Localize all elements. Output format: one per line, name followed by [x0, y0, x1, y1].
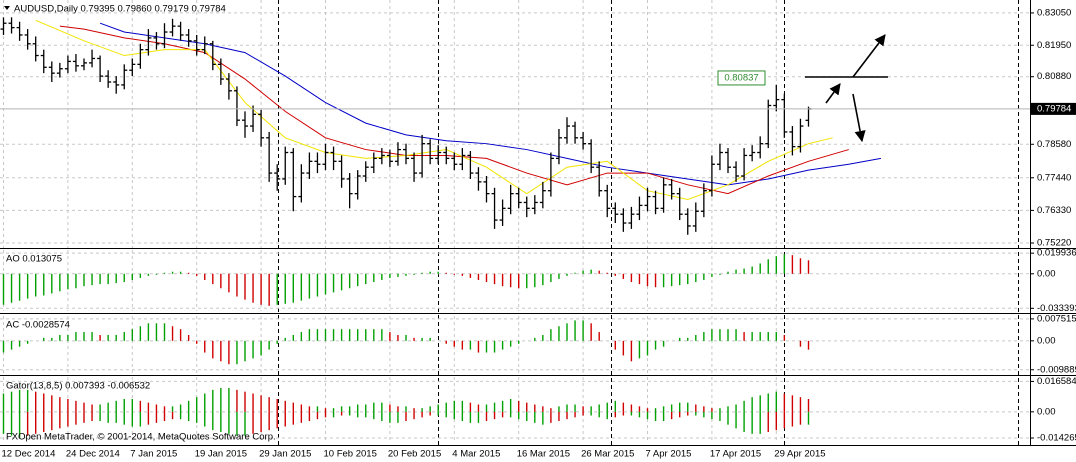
pane-title: Gator(13,8,5) 0.007393 -0.006532 [6, 381, 150, 392]
x-tick-label: 7 Apr 2015 [646, 449, 692, 460]
y-tick-label: -0.033393 [1037, 303, 1076, 314]
x-tick-label: 16 Mar 2015 [517, 449, 570, 460]
y-tick-label: 0.019936 [1037, 248, 1076, 259]
x-tick-label: 10 Feb 2015 [324, 449, 377, 460]
drawn-arrow [825, 83, 841, 104]
pane-title: AC -0.0028574 [6, 320, 70, 331]
x-tick-label: 29 Apr 2015 [774, 449, 825, 460]
current-price-box [1031, 102, 1076, 115]
y-tick-label: 0.83050 [1037, 7, 1071, 18]
drawn-arrow [852, 34, 886, 78]
x-tick-label: 29 Jan 2015 [259, 449, 311, 460]
copyright: FXOpen MetaTrader, © 2001-2014, MetaQuot… [6, 432, 276, 443]
pane-title: AO 0.013075 [6, 254, 62, 265]
chart-title: AUDUSD,Daily 0.79395 0.79860 0.79179 0.7… [14, 4, 226, 15]
y-tick-label: 0.77440 [1037, 172, 1071, 183]
y-tick-label: 0.016584 [1037, 376, 1076, 387]
annotation-label: 0.80837 [724, 72, 758, 83]
x-tick-label: 7 Jan 2015 [130, 449, 177, 460]
y-tick-label: 0.75220 [1037, 238, 1071, 249]
annotation-box [717, 70, 766, 86]
y-tick-label: 0.81950 [1037, 40, 1071, 51]
y-tick-label: 0.00 [1037, 268, 1056, 279]
y-tick-label: 0.00 [1037, 335, 1056, 346]
x-tick-label: 17 Apr 2015 [710, 449, 761, 460]
drawn-objects [805, 34, 888, 143]
x-tick-label: 24 Dec 2014 [66, 449, 120, 460]
x-tick-label: 20 Feb 2015 [388, 449, 441, 460]
y-tick-label: 0.76330 [1037, 205, 1071, 216]
period-separators [278, 0, 1019, 446]
current-price-label: 0.79784 [1037, 103, 1071, 114]
y-tick-label: 0.78580 [1037, 139, 1071, 150]
alligator-line [99, 22, 882, 186]
y-tick-label: -0.014265 [1037, 433, 1076, 444]
x-tick-label: 12 Dec 2014 [2, 449, 56, 460]
drawn-arrow [852, 93, 866, 143]
x-tick-label: 4 Mar 2015 [452, 449, 500, 460]
x-tick-label: 26 Mar 2015 [581, 449, 634, 460]
y-tick-label: 0.80880 [1037, 71, 1071, 82]
y-tick-label: 0.007515 [1037, 313, 1076, 324]
x-tick-label: 19 Jan 2015 [195, 449, 247, 460]
pane-borders [0, 0, 1076, 446]
y-tick-label: 0.00 [1037, 406, 1056, 417]
y-tick-label: -0.009889 [1037, 364, 1076, 375]
menu-triangle [4, 6, 10, 10]
